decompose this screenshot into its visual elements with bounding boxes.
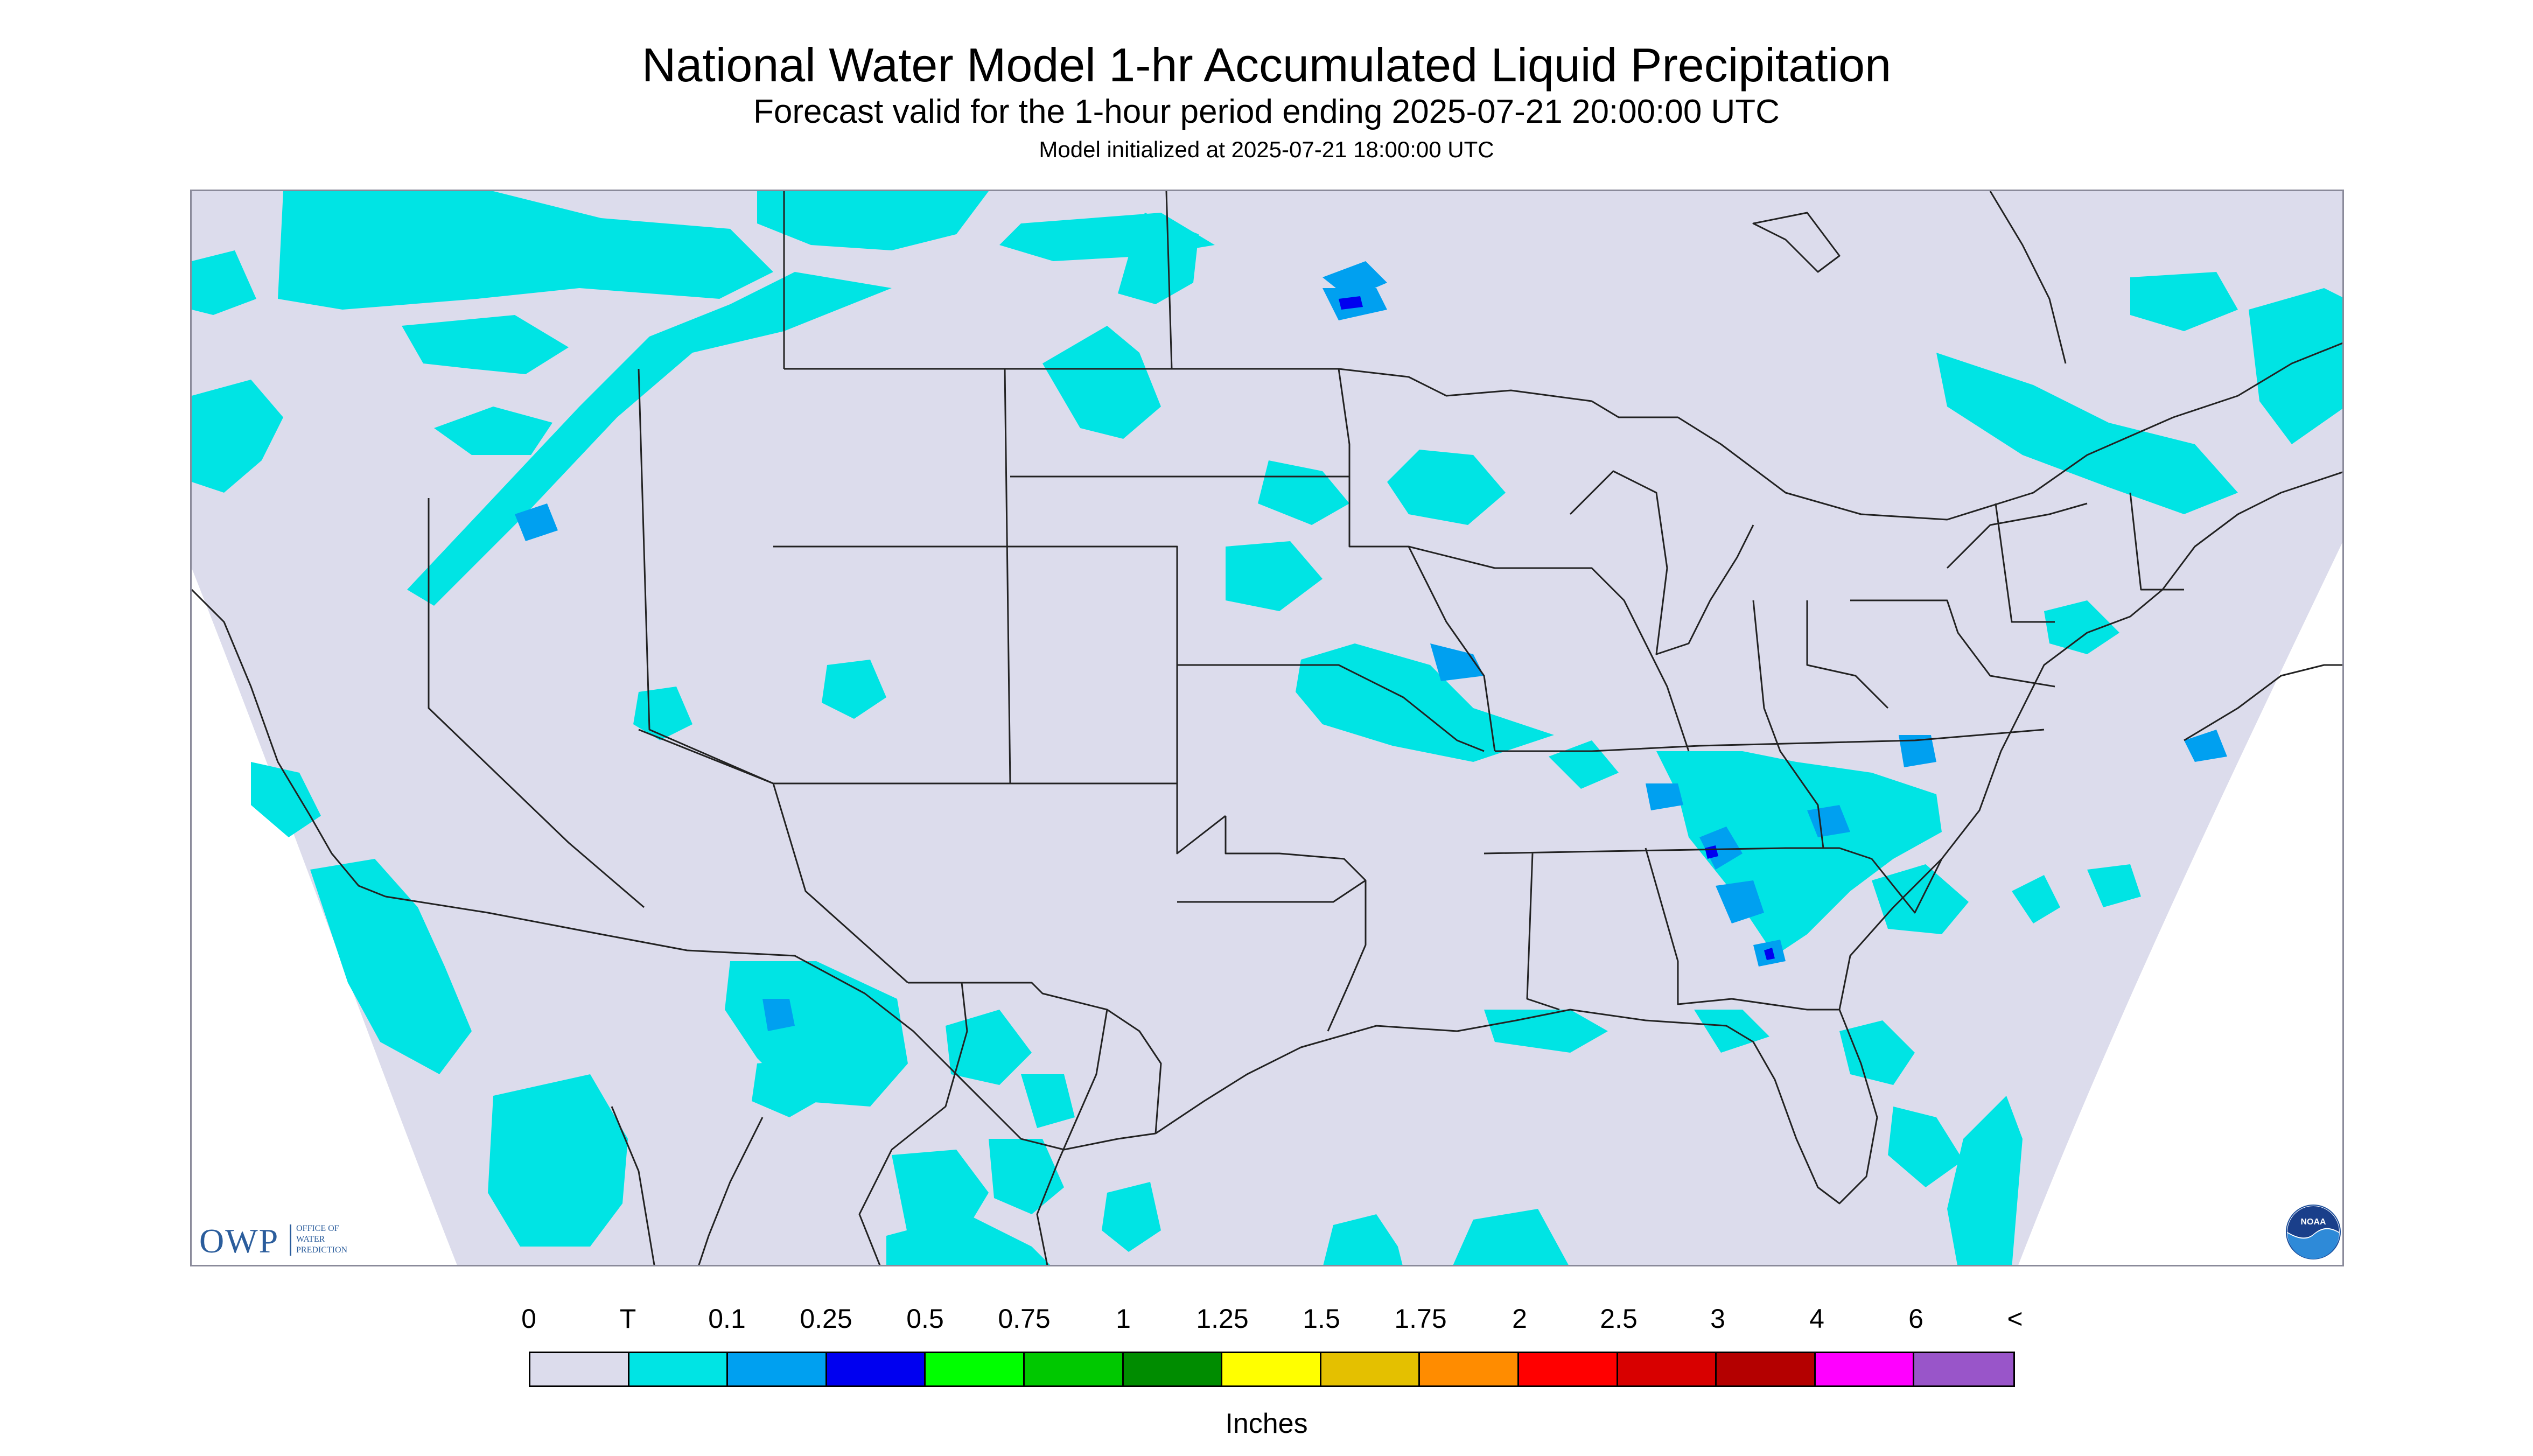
- legend-tick-label: 0.75: [998, 1304, 1051, 1334]
- noaa-logo: NOAA: [2286, 1205, 2341, 1259]
- legend-swatch: [926, 1353, 1025, 1385]
- precipitation-map: [190, 190, 2344, 1266]
- legend-swatch: [1717, 1353, 1816, 1385]
- legend-tick-label: 1.5: [1303, 1304, 1340, 1334]
- legend-swatch: [1420, 1353, 1519, 1385]
- legend-swatch: [1024, 1353, 1124, 1385]
- legend-swatch: [1321, 1353, 1421, 1385]
- legend-swatch: [728, 1353, 827, 1385]
- owp-logo-divider: [290, 1224, 291, 1256]
- legend-labels: 0 T 0.1 0.25 0.5 0.75 1 1.25 1.5 1.75 2 2.5 3 4 6 <: [0, 1303, 2533, 1335]
- legend-tick-label: 0: [521, 1304, 536, 1334]
- legend-units: Inches: [1225, 1408, 1308, 1439]
- legend-tick-label: 1.25: [1196, 1304, 1249, 1334]
- legend-tick-label: 3: [1710, 1304, 1725, 1334]
- political-boundaries: [192, 191, 2342, 1265]
- legend-tick-label: 0.5: [906, 1304, 944, 1334]
- legend-swatch: [530, 1353, 629, 1385]
- legend-swatch: [1914, 1353, 2013, 1385]
- owp-logo-text: OFFICE OF WATER PREDICTION: [296, 1224, 348, 1255]
- legend-tick-label: 6: [1908, 1304, 1923, 1334]
- map-title: National Water Model 1-hr Accumulated Li…: [641, 38, 1892, 92]
- legend-tick-label: 2.5: [1600, 1304, 1638, 1334]
- legend-swatch: [1519, 1353, 1618, 1385]
- legend-swatch: [1815, 1353, 1915, 1385]
- legend-tick-label: 1: [1116, 1304, 1131, 1334]
- legend-tick-label: T: [619, 1304, 636, 1334]
- legend-swatch: [827, 1353, 926, 1385]
- noaa-logo-text: NOAA: [2300, 1217, 2326, 1227]
- legend-swatch: [1618, 1353, 1717, 1385]
- legend-tick-label: 2: [1512, 1304, 1527, 1334]
- map-canvas: [192, 191, 2342, 1265]
- legend-color-bar: [529, 1352, 2015, 1387]
- legend-swatch: [1123, 1353, 1223, 1385]
- map-subtitle: Forecast valid for the 1-hour period end…: [753, 93, 1780, 130]
- legend-swatch: [1222, 1353, 1321, 1385]
- legend-swatch: [629, 1353, 729, 1385]
- legend-tick-label: 1.75: [1394, 1304, 1447, 1334]
- model-init-text: Model initialized at 2025-07-21 18:00:00…: [1039, 137, 1494, 162]
- legend-tick-label: 0.25: [800, 1304, 852, 1334]
- legend-tick-label: 4: [1809, 1304, 1824, 1334]
- legend-tick-label: <: [2007, 1304, 2023, 1334]
- precip-light-blue-cells: [515, 261, 2227, 1031]
- legend-tick-label: 0.1: [708, 1304, 746, 1334]
- precip-trace-areas: [192, 191, 2342, 1265]
- owp-logo-letters: OWP: [199, 1222, 279, 1260]
